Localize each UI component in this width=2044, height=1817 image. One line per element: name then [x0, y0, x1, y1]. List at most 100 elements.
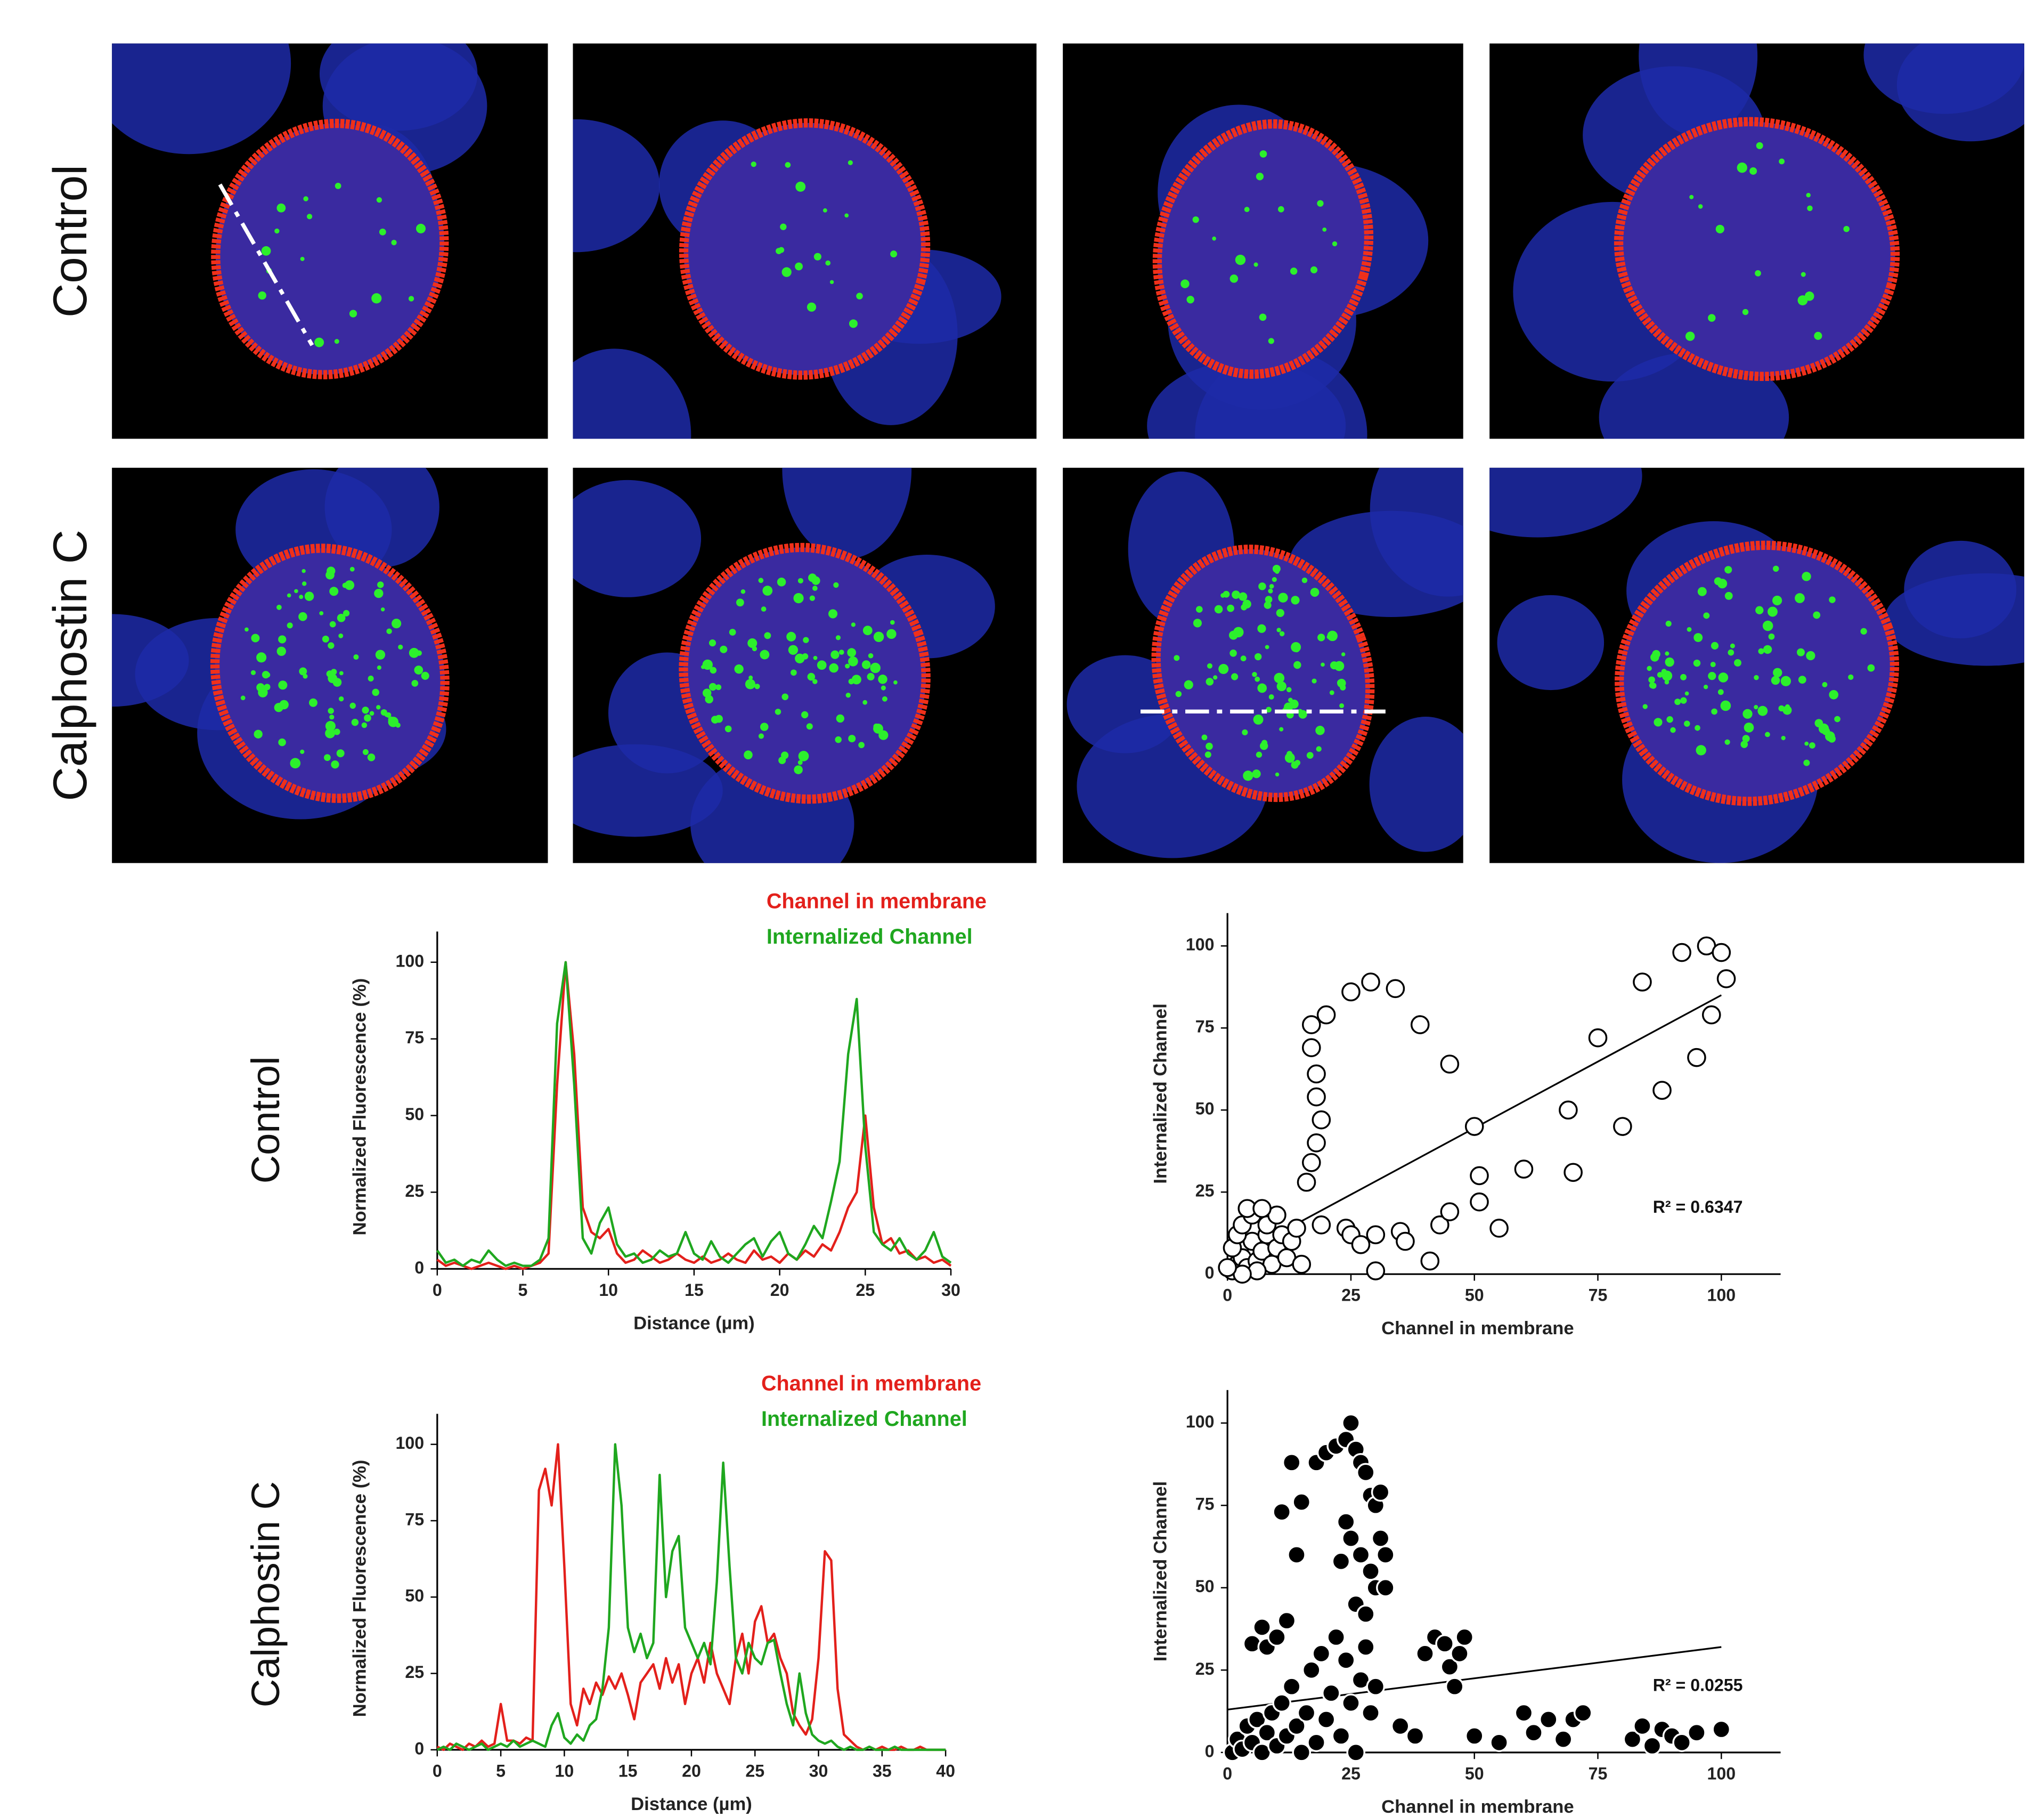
scatter-point: [1272, 1693, 1291, 1713]
nucleus: [1863, 43, 2024, 114]
green-dot: [369, 711, 374, 716]
cell-membrane: [1614, 117, 1900, 382]
green-dot: [386, 628, 392, 634]
green-dot: [384, 712, 389, 717]
scatter-point: [1445, 1677, 1464, 1696]
green-dot: [848, 656, 858, 667]
nucleus: [112, 614, 189, 707]
scatter-point: [1307, 1133, 1326, 1153]
y-axis-label: Internalized Channel: [1151, 1003, 1171, 1184]
green-dot: [797, 578, 803, 583]
x-tick-label: 0: [1223, 1286, 1232, 1305]
green-dot: [278, 635, 287, 644]
green-dot: [813, 253, 821, 261]
green-dot: [1340, 684, 1346, 691]
green-dot: [1742, 309, 1749, 315]
green-dot: [1264, 601, 1272, 609]
scatter-point: [1301, 1038, 1321, 1057]
scatter-point: [1440, 1657, 1460, 1676]
legend-label: Channel in membrane: [761, 1372, 981, 1395]
green-dot: [1765, 732, 1770, 737]
green-dot: [851, 675, 861, 685]
green-dot: [1268, 588, 1273, 594]
green-dot: [828, 609, 838, 619]
x-tick-label: 20: [770, 1280, 789, 1300]
micrograph-content: [573, 118, 1001, 439]
green-dot: [361, 722, 368, 728]
green-dot: [1322, 227, 1327, 232]
green-dot: [278, 680, 288, 690]
y-tick-label: 50: [405, 1105, 424, 1124]
green-dot: [1213, 675, 1218, 680]
green-dot: [1278, 593, 1288, 603]
green-dot: [302, 581, 307, 586]
green-dot: [1714, 577, 1722, 586]
green-dot: [1269, 583, 1274, 589]
scatter-point: [1297, 1172, 1316, 1192]
y-tick-label: 75: [405, 1028, 424, 1047]
scatter-point: [1341, 982, 1361, 1002]
green-dot: [364, 714, 371, 722]
scatter-point: [1287, 1716, 1306, 1736]
green-dot: [392, 619, 402, 629]
green-dot: [1255, 676, 1260, 682]
scatter-point: [1292, 1492, 1312, 1512]
x-tick-label: 0: [1223, 1764, 1232, 1783]
scatter-point: [1301, 1015, 1321, 1034]
y-tick-label: 100: [1186, 1412, 1215, 1431]
green-dot: [254, 729, 263, 739]
scatter-point: [1351, 1235, 1371, 1254]
x-tick-label: 50: [1465, 1764, 1484, 1783]
green-dot: [794, 765, 803, 774]
green-dot: [1822, 682, 1828, 687]
micrograph-content: [1066, 467, 1463, 858]
green-dot: [329, 587, 339, 596]
green-dot: [306, 214, 313, 220]
micrograph-content: [573, 467, 995, 863]
green-dot: [823, 208, 827, 213]
scatter-point: [1396, 1231, 1415, 1251]
green-dot: [367, 753, 376, 761]
green-dot: [1647, 666, 1652, 671]
green-dot: [701, 664, 705, 669]
micrograph: [112, 467, 548, 863]
green-dot: [298, 612, 307, 621]
green-dot: [709, 683, 717, 691]
green-dot: [781, 693, 789, 701]
scatter-point: [1307, 1064, 1326, 1084]
micrograph: [573, 43, 1037, 439]
green-dot: [1256, 751, 1263, 758]
y-tick-label: 75: [1195, 1017, 1215, 1036]
green-dot: [812, 586, 818, 591]
y-tick-label: 0: [414, 1739, 424, 1758]
green-dot: [1763, 645, 1772, 654]
scatter-point: [1430, 1215, 1449, 1235]
scatter-point: [1307, 1087, 1326, 1107]
green-dot: [1728, 649, 1734, 656]
green-dot: [736, 598, 744, 607]
green-dot: [1231, 673, 1239, 680]
green-dot: [294, 589, 298, 594]
green-dot: [825, 260, 831, 266]
micrograph: [1063, 467, 1463, 863]
green-dot: [1265, 645, 1269, 650]
green-dot: [331, 669, 337, 675]
scatter-point: [1415, 1644, 1435, 1664]
green-dot: [351, 718, 359, 726]
green-dot: [329, 715, 335, 720]
scatter-point: [1464, 1117, 1484, 1136]
cell-membrane: [1615, 540, 1900, 806]
green-dot: [1317, 200, 1324, 207]
r-squared: R² = 0.0255: [1653, 1676, 1743, 1695]
scatter-point: [1563, 1163, 1583, 1182]
cell-membrane: [211, 118, 449, 379]
green-dot: [1256, 173, 1264, 181]
y-axis-label: Internalized Channel: [1151, 1481, 1171, 1662]
scatter-point: [1553, 1730, 1573, 1749]
nucleus: [1370, 467, 1463, 597]
green-dot: [324, 754, 331, 761]
scatter-point: [1361, 1562, 1380, 1581]
scatter-point: [1257, 1723, 1277, 1742]
scatter-point: [1277, 1611, 1297, 1631]
green-dot: [349, 702, 356, 709]
